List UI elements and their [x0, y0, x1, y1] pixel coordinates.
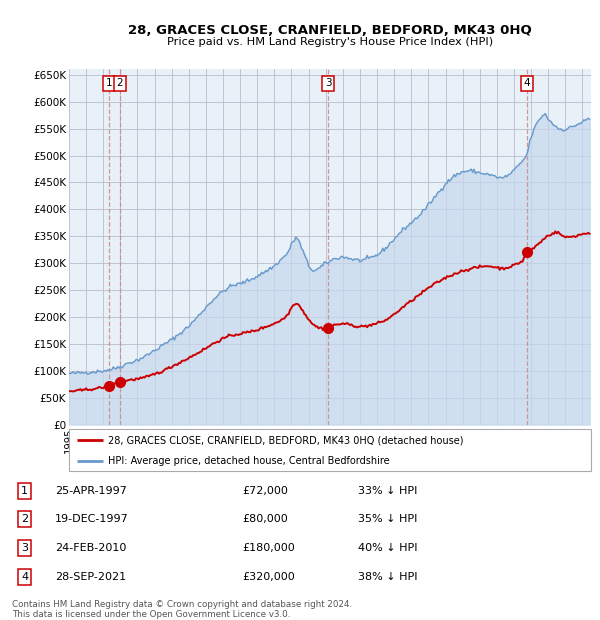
Text: 2: 2 [21, 513, 28, 524]
Text: 35% ↓ HPI: 35% ↓ HPI [358, 513, 417, 524]
FancyBboxPatch shape [69, 429, 591, 471]
Text: HPI: Average price, detached house, Central Bedfordshire: HPI: Average price, detached house, Cent… [108, 456, 390, 466]
Text: 4: 4 [21, 572, 28, 582]
Text: 1: 1 [106, 78, 112, 88]
Text: £320,000: £320,000 [242, 572, 295, 582]
Text: 1: 1 [21, 485, 28, 496]
Text: £80,000: £80,000 [242, 513, 288, 524]
Text: 28, GRACES CLOSE, CRANFIELD, BEDFORD, MK43 0HQ (detached house): 28, GRACES CLOSE, CRANFIELD, BEDFORD, MK… [108, 435, 464, 445]
Text: 4: 4 [523, 78, 530, 88]
Text: 28-SEP-2021: 28-SEP-2021 [55, 572, 127, 582]
Text: 40% ↓ HPI: 40% ↓ HPI [358, 542, 417, 553]
Text: 3: 3 [325, 78, 331, 88]
Text: £180,000: £180,000 [242, 542, 295, 553]
Text: Price paid vs. HM Land Registry's House Price Index (HPI): Price paid vs. HM Land Registry's House … [167, 37, 493, 47]
Text: 33% ↓ HPI: 33% ↓ HPI [358, 485, 417, 496]
Text: Contains HM Land Registry data © Crown copyright and database right 2024.: Contains HM Land Registry data © Crown c… [12, 600, 352, 609]
Text: 24-FEB-2010: 24-FEB-2010 [55, 542, 127, 553]
Text: 25-APR-1997: 25-APR-1997 [55, 485, 127, 496]
Text: 2: 2 [116, 78, 123, 88]
Text: This data is licensed under the Open Government Licence v3.0.: This data is licensed under the Open Gov… [12, 610, 290, 619]
Text: £72,000: £72,000 [242, 485, 288, 496]
Text: 3: 3 [21, 542, 28, 553]
Text: 19-DEC-1997: 19-DEC-1997 [55, 513, 129, 524]
Text: 38% ↓ HPI: 38% ↓ HPI [358, 572, 417, 582]
Text: 28, GRACES CLOSE, CRANFIELD, BEDFORD, MK43 0HQ: 28, GRACES CLOSE, CRANFIELD, BEDFORD, MK… [128, 24, 532, 37]
